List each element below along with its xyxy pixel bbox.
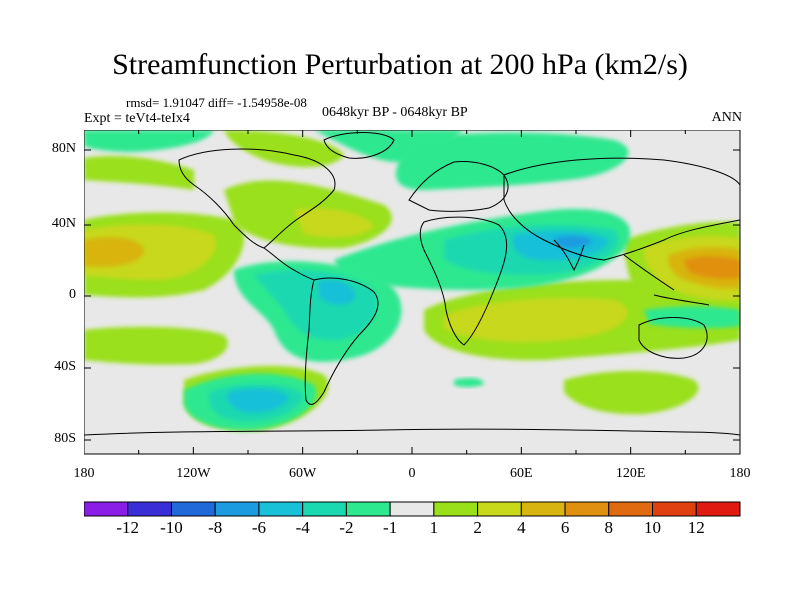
colorbar: [84, 501, 741, 517]
colorbar-box: [564, 501, 610, 517]
field-neg-light: [454, 377, 484, 388]
lon-label: 0: [408, 466, 416, 481]
lon-label: 60W: [289, 466, 317, 481]
lat-label: 80S: [54, 431, 76, 446]
colorbar-label: 12: [687, 518, 705, 537]
field-neg-light: [644, 306, 740, 329]
colorbar-boxes: [84, 501, 741, 517]
colorbar-box: [652, 501, 697, 517]
colorbar-box: [170, 501, 216, 517]
lat-label: 80N: [51, 141, 76, 156]
continent-outlines: [84, 132, 740, 436]
colorbar-box: [389, 501, 435, 517]
colorbar-box: [214, 501, 260, 517]
field-neg-light: [395, 132, 629, 190]
colorbar-box: [608, 501, 654, 517]
north-america-outline: [178, 148, 336, 249]
greenland-outline: [323, 132, 395, 159]
colorbar-label: -2: [339, 518, 354, 537]
colorbar-label: 2: [473, 518, 482, 537]
contour-fields: [84, 130, 740, 431]
colorbar-box: [258, 501, 304, 517]
colorbar-label: -4: [295, 518, 310, 537]
field-pos-light: [224, 130, 344, 167]
lat-label: 0: [69, 287, 76, 302]
period-label: 0648kyr BP - 0648kyr BP: [322, 105, 468, 120]
lon-label: 120E: [615, 466, 646, 481]
positive-anomalies: [84, 130, 740, 431]
colorbar-box: [433, 501, 479, 517]
stats-text: rmsd= 1.91047 diff= -1.54958e-08: [126, 95, 307, 110]
colorbar-label: 1: [429, 518, 439, 537]
field-pos-mid: [294, 208, 374, 238]
colorbar-box: [695, 501, 741, 517]
india-outline: [553, 239, 585, 272]
season-label: ANN: [711, 110, 742, 125]
colorbar-label: 10: [644, 518, 662, 537]
lat-label: 40S: [54, 359, 76, 374]
colorbar-box: [477, 501, 522, 517]
central-america-outline: [263, 247, 315, 281]
field-pos-mid: [444, 298, 628, 342]
colorbar-box: [302, 501, 347, 517]
field-pos-orange: [684, 256, 740, 279]
field-pos-light: [84, 155, 194, 190]
lat-label: 40N: [51, 216, 76, 231]
experiment-label: Expt = teVt4-teIx4: [84, 111, 190, 126]
asia-outline: [503, 157, 740, 261]
colorbar-label: 4: [517, 518, 526, 537]
africa-outline: [419, 216, 508, 346]
colorbar-label: 6: [560, 518, 570, 537]
lon-label: 120W: [176, 466, 211, 481]
streamfunction-map: [84, 130, 741, 455]
australia-outline: [638, 317, 708, 359]
map-ticks: [84, 130, 741, 454]
southeast-asia-outline: [623, 254, 710, 306]
field-neg-deep: [554, 235, 592, 249]
negative-anomalies: [84, 130, 740, 431]
field-neg-strong: [319, 279, 355, 305]
field-neg-light: [84, 130, 214, 152]
colorbar-label: -10: [160, 518, 183, 537]
colorbar-label: -1: [383, 518, 398, 537]
field-pos-light: [564, 371, 699, 415]
lon-label: 180: [729, 466, 751, 481]
colorbar-label: -6: [251, 518, 266, 537]
field-pos-strong: [84, 237, 144, 267]
colorbar-box: [127, 501, 172, 517]
colorbar-label: 8: [604, 518, 614, 537]
colorbar-label: -12: [116, 518, 140, 537]
map-title: Streamfunction Perturbation at 200 hPa (…: [112, 48, 688, 81]
lon-label: 180: [73, 466, 95, 481]
colorbar-box: [84, 501, 129, 517]
colorbar-box: [520, 501, 566, 517]
lon-label: 60E: [510, 466, 533, 481]
antarctica-outline: [84, 428, 740, 436]
field-pos-light: [84, 326, 228, 365]
field-neg-strong: [227, 388, 289, 413]
colorbar-label: -8: [208, 518, 223, 537]
south-america-outline: [304, 277, 379, 405]
colorbar-box: [345, 501, 391, 517]
